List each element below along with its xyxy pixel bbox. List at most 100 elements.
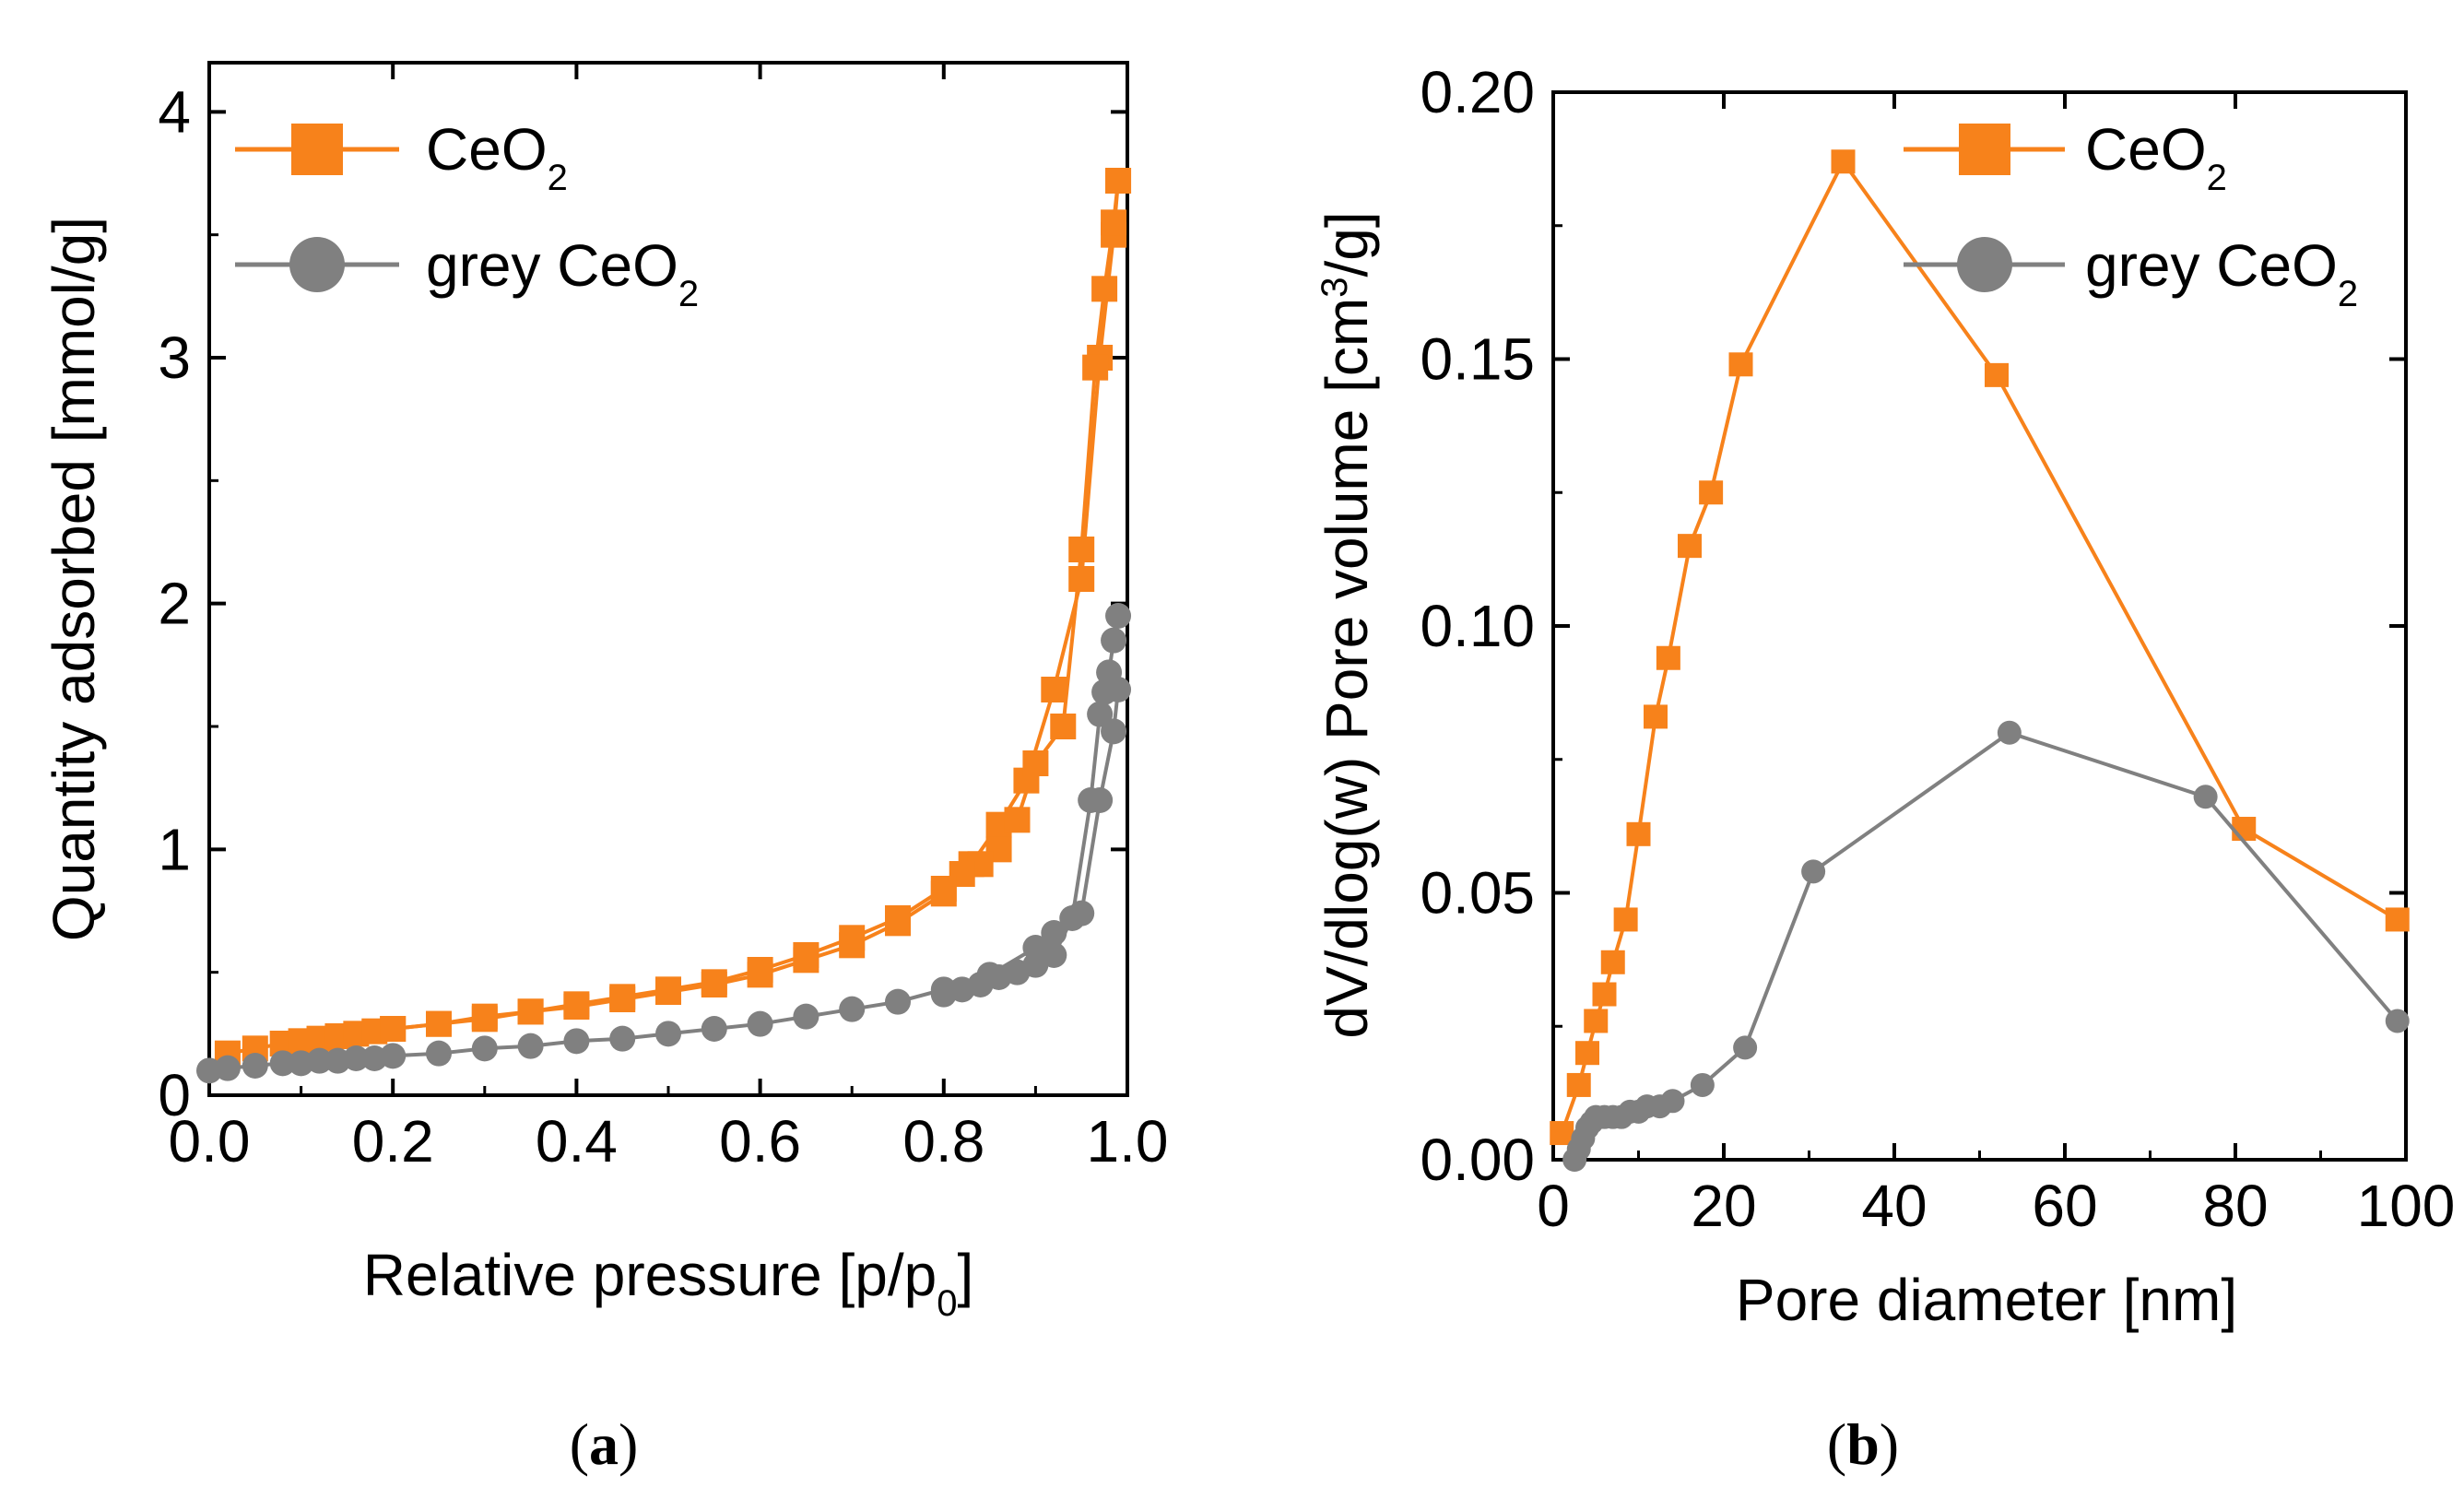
data-point-ceo2 bbox=[426, 1010, 452, 1037]
data-point-grey-ceo2 bbox=[1059, 905, 1086, 931]
data-point-ceo2 bbox=[1050, 714, 1077, 739]
y-tick-label: 4 bbox=[158, 78, 191, 145]
data-point-grey-ceo2 bbox=[306, 1047, 333, 1074]
data-point-ceo2 bbox=[1068, 566, 1095, 592]
plot-area-a bbox=[207, 61, 1129, 1097]
data-point-ceo2 bbox=[1105, 168, 1132, 194]
data-point-ceo2 bbox=[1644, 704, 1668, 729]
data-point-ceo2 bbox=[1728, 352, 1753, 377]
data-point-grey-ceo2 bbox=[242, 1053, 268, 1079]
data-point-ceo2 bbox=[609, 984, 636, 1010]
legend-b-ceo2-marker bbox=[1959, 124, 2010, 175]
data-point-grey-ceo2 bbox=[655, 1021, 681, 1047]
series-line-ceo2-desorption bbox=[392, 180, 1120, 1031]
data-point-ceo2 bbox=[701, 969, 727, 996]
series-line-ceo2-adsorption bbox=[227, 180, 1120, 1056]
y-tick-label: 1 bbox=[158, 816, 191, 882]
data-point-grey-ceo2 bbox=[1660, 1089, 1685, 1114]
data-point-grey-ceo2 bbox=[343, 1045, 370, 1071]
y-tick-label: 0.00 bbox=[1420, 1127, 1535, 1193]
data-point-grey-ceo2 bbox=[1078, 787, 1104, 813]
data-point-grey-ceo2 bbox=[1101, 627, 1127, 654]
data-point-ceo2 bbox=[655, 976, 681, 1003]
caption-a: (a) bbox=[570, 1411, 639, 1477]
data-point-grey-ceo2 bbox=[793, 1003, 819, 1030]
data-point-ceo2 bbox=[1041, 677, 1067, 702]
caption-b: (b) bbox=[1827, 1411, 1899, 1477]
data-point-grey-ceo2 bbox=[1091, 679, 1118, 705]
data-point-ceo2 bbox=[1022, 750, 1049, 776]
panel-b: 0 20 40 60 80 100 0.00 0.05 0.10 0.15 0.20 CeO2 gr… bbox=[1314, 59, 2455, 1477]
y-tick-label: 0 bbox=[158, 1062, 191, 1128]
x-tick-label: 80 bbox=[2202, 1173, 2268, 1239]
data-point-ceo2 bbox=[1550, 1121, 1574, 1146]
series-line-grey-ceo2-adsorption bbox=[208, 689, 1120, 1073]
data-point-ceo2 bbox=[1101, 209, 1127, 236]
a-series bbox=[196, 168, 1132, 1084]
data-point-grey-ceo2 bbox=[2385, 1009, 2410, 1033]
data-point-grey-ceo2 bbox=[609, 1025, 636, 1052]
data-point-ceo2 bbox=[380, 1016, 407, 1042]
ylabel-a: Quantity adsorbed [mmol/g] bbox=[41, 217, 107, 941]
data-point-ceo2 bbox=[1082, 354, 1109, 381]
legend-a-ceo2-label: CeO2 bbox=[426, 116, 568, 198]
data-point-ceo2 bbox=[1091, 276, 1118, 302]
x-tick-label: 60 bbox=[2032, 1173, 2097, 1239]
data-point-grey-ceo2 bbox=[471, 1035, 498, 1062]
y-tick-label: 0.15 bbox=[1420, 326, 1535, 393]
legend-a-ceo2-marker bbox=[291, 124, 343, 175]
data-point-ceo2 bbox=[1566, 1072, 1591, 1097]
data-point-ceo2 bbox=[471, 1003, 498, 1030]
data-point-grey-ceo2 bbox=[1690, 1072, 1715, 1097]
data-point-grey-ceo2 bbox=[839, 996, 866, 1022]
data-point-grey-ceo2 bbox=[1041, 920, 1067, 946]
y-tick-label: 0.20 bbox=[1420, 59, 1535, 125]
data-point-grey-ceo2 bbox=[2193, 785, 2218, 809]
data-point-grey-ceo2 bbox=[426, 1040, 452, 1067]
legend-b-grey-label: grey CeO2 bbox=[2085, 232, 2358, 314]
data-point-grey-ceo2 bbox=[1096, 659, 1123, 686]
legend-b-ceo2-label: CeO2 bbox=[2085, 116, 2227, 198]
data-point-ceo2 bbox=[1575, 1041, 1599, 1066]
y-tick-label: 0.10 bbox=[1420, 593, 1535, 659]
data-point-ceo2 bbox=[1699, 480, 1724, 505]
xlabel-a: Relative pressure [p/p0] bbox=[363, 1242, 974, 1324]
data-point-grey-ceo2 bbox=[380, 1043, 407, 1069]
data-point-ceo2 bbox=[1985, 362, 2009, 387]
data-point-ceo2 bbox=[1613, 907, 1638, 932]
x-tick-label: 0.8 bbox=[902, 1108, 984, 1174]
x-tick-label: 0 bbox=[1537, 1173, 1570, 1239]
data-point-ceo2 bbox=[2232, 817, 2257, 842]
data-point-ceo2 bbox=[1656, 645, 1680, 670]
x-tick-label: 40 bbox=[1861, 1173, 1927, 1239]
data-point-ceo2 bbox=[1004, 807, 1031, 833]
data-point-ceo2 bbox=[1592, 982, 1617, 1007]
legend-a-grey-marker bbox=[289, 237, 345, 292]
data-point-ceo2 bbox=[563, 991, 590, 1018]
legend-b: CeO2 grey CeO2 bbox=[1904, 116, 2358, 314]
x-tick-label: 100 bbox=[2357, 1173, 2456, 1239]
x-tick-label: 1.0 bbox=[1087, 1108, 1169, 1174]
y-tick-label: 0.05 bbox=[1420, 860, 1535, 927]
data-point-grey-ceo2 bbox=[701, 1016, 727, 1042]
data-point-grey-ceo2 bbox=[930, 981, 957, 1008]
data-point-ceo2 bbox=[1831, 149, 1856, 174]
b-series bbox=[1550, 149, 2410, 1172]
a-ticks: 0.0 0.2 0.4 0.6 0.8 1.0 0 1 2 3 4 bbox=[158, 63, 1168, 1174]
data-point-grey-ceo2 bbox=[1801, 859, 1826, 884]
data-point-grey-ceo2 bbox=[214, 1055, 241, 1081]
data-point-grey-ceo2 bbox=[1997, 720, 2022, 745]
legend-b-grey-marker bbox=[1957, 237, 2012, 292]
data-point-ceo2 bbox=[793, 942, 819, 968]
data-point-ceo2 bbox=[930, 876, 957, 902]
data-point-grey-ceo2 bbox=[269, 1050, 296, 1077]
panel-a: 0.0 0.2 0.4 0.6 0.8 1.0 0 1 2 3 4 CeO2 grey CeO2 R… bbox=[41, 61, 1168, 1477]
data-point-grey-ceo2 bbox=[1733, 1035, 1758, 1060]
data-point-ceo2 bbox=[747, 957, 773, 983]
series-line-ceo2-curve bbox=[1560, 158, 2399, 1134]
legend-a: CeO2 grey CeO2 bbox=[235, 116, 699, 314]
x-tick-label: 0.6 bbox=[719, 1108, 801, 1174]
data-point-grey-ceo2 bbox=[1087, 701, 1114, 727]
data-point-ceo2 bbox=[2385, 907, 2410, 932]
data-point-grey-ceo2 bbox=[1105, 603, 1132, 629]
